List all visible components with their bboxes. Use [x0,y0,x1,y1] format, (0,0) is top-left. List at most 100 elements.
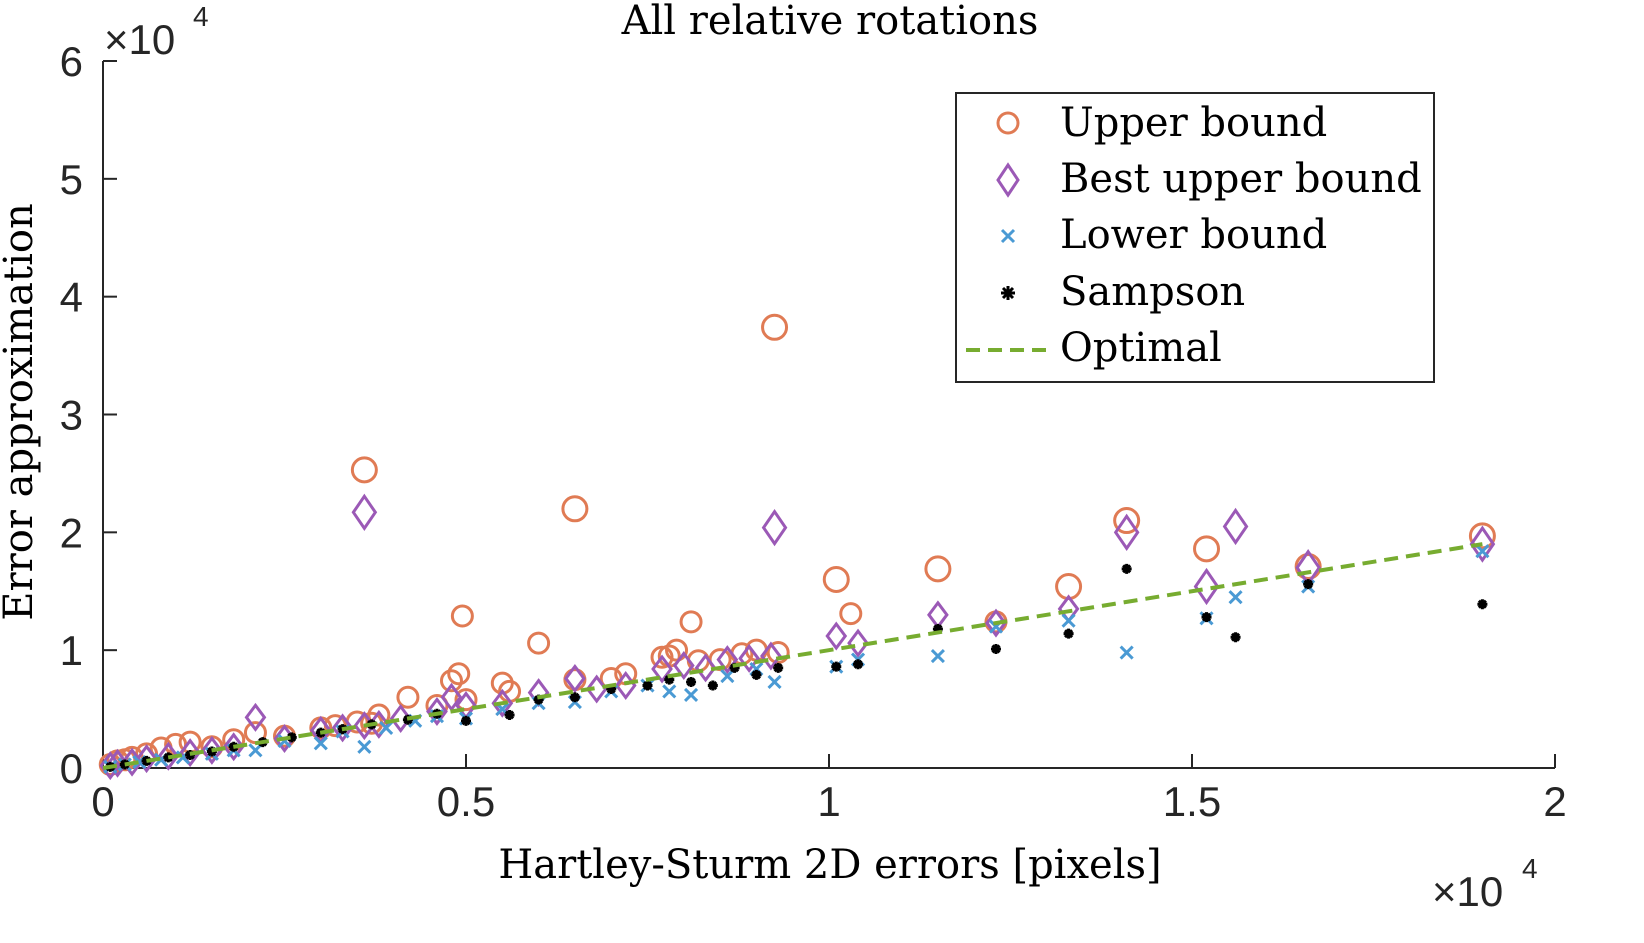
sampson-point [751,669,762,680]
y-axis-label: Error approximation [0,203,42,620]
series-optimal [102,542,1483,770]
axis-ticks: 0 0.5 1 1.5 2 0 1 2 3 4 5 6 [60,38,1567,825]
upper-bound-point [396,685,420,709]
lower-bound-point [1475,544,1490,559]
best-upper-bound-point [389,704,412,734]
best-upper-bound-point [761,508,788,547]
sampson-point [1477,599,1488,610]
sampson-point [831,661,842,672]
legend-item-upper-bound: Upper bound [996,100,1327,146]
y-tick-label: 5 [60,156,83,203]
sampson-point [1063,628,1074,639]
best-upper-bound-point [564,663,586,693]
upper-bound-point [761,313,789,341]
best-upper-bound-point [201,735,223,765]
sampson-point [664,674,675,685]
best-upper-bound-point [244,702,267,732]
upper-bound-point [450,604,474,628]
upper-bound-point [561,495,589,523]
sampson-point [286,732,297,743]
lower-bound-point [248,743,263,758]
legend-item-best-upper-bound: Best upper bound [996,156,1422,202]
lower-bound-point [1061,613,1076,628]
x-tick-label: 1 [817,778,840,825]
legend-label-best-upper-bound: Best upper bound [1060,156,1422,202]
best-upper-bound-point [157,741,180,771]
sampson-point [533,694,544,705]
sampson-point [932,623,943,634]
y-exponent: ×10 4 [104,1,209,63]
upper-bound-point [367,703,391,727]
chart-title: All relative rotations [621,0,1039,44]
upper-bound-point [1113,507,1141,535]
best-upper-bound-point [135,744,158,774]
best-upper-bound-point [985,608,1007,638]
best-upper-bound-point [351,493,378,531]
best-upper-bound-point [738,643,761,673]
x-axis-label: Hartley-Sturm 2D errors [pixels] [498,842,1161,888]
sampson-point [773,662,784,673]
optimal-line [102,542,1483,770]
sampson-point [1303,579,1314,590]
upper-bound-point [679,610,703,634]
sampson-point [504,709,515,720]
best-upper-bound-point [760,641,782,671]
legend-item-lower-bound: Lower bound [1000,212,1327,258]
legend-label-optimal: Optimal [1060,325,1222,371]
y-exponent-power: 4 [193,1,209,32]
legend-label-upper-bound: Upper bound [1060,100,1327,146]
legend-box [955,92,1435,383]
x-exponent-base: ×10 [1432,868,1503,915]
y-tick-label: 2 [60,509,83,556]
sampson-point [461,715,471,726]
upper-bound-point [839,602,863,626]
best-upper-bound-point [694,653,717,683]
best-upper-bound-point [426,696,448,726]
x-tick-label: 2 [1543,778,1566,825]
best-upper-bound-point [1222,507,1249,546]
y-exponent-base: ×10 [104,16,175,63]
x-tick-label: 0 [91,778,114,825]
legend-asterisk-marker [1001,286,1015,300]
y-tick-label: 4 [60,274,83,321]
series-best-upper-bound [99,493,1496,781]
upper-bound-point [454,688,478,712]
x-exponent: ×10 4 [1432,853,1538,915]
lower-bound-point [1228,590,1243,605]
sampson-point [606,684,617,695]
upper-bound-point [439,669,463,693]
sampson-point [853,659,864,670]
legend-diamond-marker [996,162,1020,198]
upper-bound-point [527,631,551,655]
sampson-point [686,676,697,687]
best-upper-bound-point [716,645,739,675]
best-upper-bound-point [1113,513,1140,551]
upper-bound-point [447,662,471,686]
best-upper-bound-point [672,650,695,680]
best-upper-bound-point [1469,525,1496,563]
legend-circle-marker [996,111,1020,135]
legend-label-sampson: Sampson [1060,269,1245,315]
upper-bound-point [822,565,850,593]
best-upper-bound-point [222,732,245,762]
lower-bound-point [357,739,372,754]
y-tick-label: 1 [60,627,83,674]
lower-bound-point [1119,645,1134,660]
legend-x-marker [1000,228,1016,244]
lower-bound-point [379,720,394,735]
data-series [98,313,1496,781]
lower-bound-point [683,687,699,703]
lower-bound-point [930,648,945,664]
upper-bound-point [1468,522,1496,550]
best-upper-bound-point [179,738,201,768]
lower-bound-point [662,684,677,699]
legend-item-sampson: Sampson [1001,269,1245,315]
sampson-point [1230,632,1241,643]
legend-label-lower-bound: Lower bound [1060,212,1327,258]
best-upper-bound-point [331,713,354,743]
sampson-point [1201,612,1212,623]
legend: Upper bound Best upper bound Lower bound… [955,92,1435,383]
best-upper-bound-point [847,628,869,658]
sampson-point [707,680,718,691]
